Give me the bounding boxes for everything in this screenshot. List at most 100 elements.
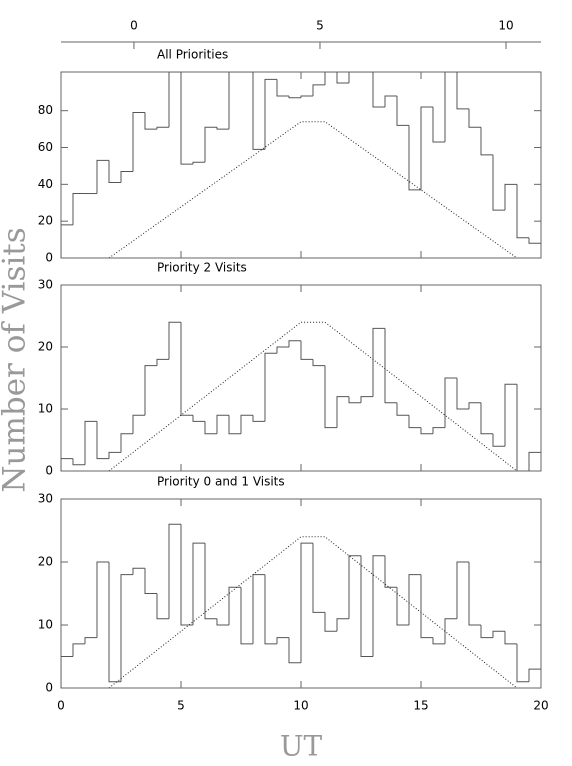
histogram-bin (468, 562, 481, 626)
histogram-bin (192, 415, 205, 422)
histogram-bin (204, 421, 217, 435)
y-tick-label: 40 (38, 177, 53, 191)
y-axis-label: Number of Visits (0, 227, 33, 492)
histogram-bin (156, 593, 169, 620)
histogram-bin (504, 183, 517, 211)
histogram-bin (156, 126, 169, 130)
histogram-bin (324, 365, 337, 429)
histogram-bin (168, 321, 181, 360)
histogram-bin (240, 414, 253, 434)
histogram-bin (264, 78, 277, 150)
histogram-bin (372, 72, 385, 108)
histogram-bin (276, 79, 289, 97)
x2-tick-label: 10 (498, 19, 513, 33)
histogram-bin (456, 561, 469, 619)
histogram-bin (132, 567, 145, 575)
histogram-bin (456, 378, 469, 410)
histogram-bin (288, 340, 301, 347)
x-tick-label: 20 (533, 699, 548, 713)
histogram (61, 72, 541, 258)
panel-title: All Priorities (157, 48, 228, 62)
panel-title: Priority 2 Visits (157, 261, 247, 275)
histogram-bin (96, 159, 109, 194)
histogram-bin (408, 574, 421, 625)
histogram-bin (408, 415, 421, 429)
histogram-bin (264, 574, 277, 645)
histogram-bin (528, 237, 541, 244)
histogram-bin (144, 112, 157, 130)
histogram-bin (372, 327, 385, 397)
reference-line (108, 536, 518, 688)
histogram-bin (432, 106, 445, 143)
histogram-bin (516, 184, 529, 239)
histogram-bin (120, 574, 133, 682)
histogram-bin (228, 586, 241, 625)
y-tick-label: 10 (38, 618, 53, 632)
y-tick-label: 0 (45, 464, 53, 478)
y-tick-label: 60 (38, 140, 53, 154)
y-tick-label: 0 (45, 251, 53, 265)
x2-tick-label: 5 (316, 19, 324, 33)
histogram-bin (516, 384, 529, 471)
histogram-bin (132, 414, 145, 434)
histogram-bin (192, 542, 205, 625)
y-tick-label: 30 (38, 492, 53, 506)
histogram-bin (360, 555, 373, 657)
histogram-bin (216, 414, 229, 434)
histogram-bin (420, 427, 433, 435)
histogram-bin (252, 72, 265, 150)
histogram-bin (480, 625, 493, 639)
histogram-bin (492, 154, 505, 211)
histogram-bin (228, 72, 241, 130)
histogram-bin (216, 618, 229, 626)
histogram-bin (300, 95, 313, 98)
histogram-bin (84, 637, 97, 644)
histogram-bin (108, 562, 121, 683)
histogram-bin (420, 106, 433, 190)
histogram-bin (240, 587, 253, 645)
histogram-bin (96, 561, 109, 638)
histogram-bin (84, 420, 97, 465)
histogram-bin (276, 637, 289, 644)
plot-frame (60, 284, 542, 472)
histogram-bin (396, 95, 409, 126)
histogram-bin (336, 72, 349, 84)
histogram-bin (204, 543, 217, 620)
histogram-bin (456, 72, 469, 110)
histogram-bin (516, 643, 529, 683)
histogram-bin (384, 555, 397, 588)
histogram-bin (396, 587, 409, 626)
histogram-bin (180, 524, 193, 626)
histogram-bin (348, 72, 361, 84)
histogram-bin (61, 224, 73, 258)
histogram-bin (108, 160, 121, 183)
histogram-bin (420, 574, 433, 639)
histogram-bin (384, 328, 397, 404)
histogram-bin (144, 365, 157, 416)
y-tick-label: 30 (38, 278, 53, 292)
y-tick-label: 20 (38, 214, 53, 228)
histogram (61, 321, 541, 471)
x-tick-label: 5 (177, 699, 185, 713)
histogram-bin (276, 346, 289, 354)
histogram-bin (156, 358, 169, 366)
histogram-bin (384, 95, 397, 107)
histogram-bin (192, 161, 205, 165)
histogram (61, 523, 541, 688)
histogram-bin (444, 618, 457, 644)
y-tick-label: 10 (38, 402, 53, 416)
x-tick-label: 0 (57, 699, 65, 713)
histogram-bin (504, 383, 517, 447)
reference-line (108, 121, 518, 258)
histogram-bin (72, 193, 85, 225)
histogram-bin (96, 421, 109, 460)
histogram-bin (324, 72, 337, 85)
histogram-bin (180, 72, 193, 165)
histogram-bin (72, 643, 85, 657)
histogram-bin (132, 112, 145, 172)
histogram-bin (288, 637, 301, 664)
histogram-bin (408, 125, 421, 191)
histogram-bin (120, 433, 133, 453)
